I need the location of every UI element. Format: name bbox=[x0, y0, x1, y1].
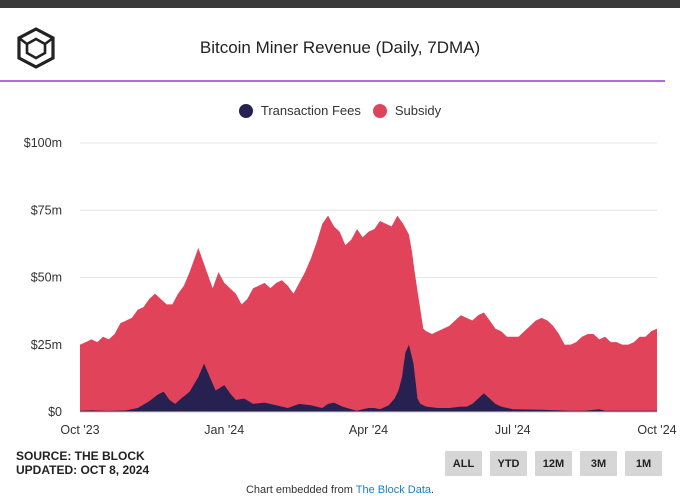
y-tick-label: $100m bbox=[24, 136, 62, 150]
legend-label-transaction-fees: Transaction Fees bbox=[260, 103, 361, 118]
y-tick-label: $25m bbox=[31, 338, 62, 352]
top-bar bbox=[0, 0, 680, 8]
subsidy-area bbox=[80, 215, 657, 412]
range-button-ytd[interactable]: YTD bbox=[490, 451, 527, 476]
range-buttons: ALL YTD 12M 3M 1M bbox=[445, 451, 662, 476]
chart-header: Bitcoin Miner Revenue (Daily, 7DMA) bbox=[0, 8, 665, 82]
source-label: SOURCE: THE BLOCK bbox=[16, 449, 145, 463]
transaction-fees-area bbox=[80, 344, 657, 412]
range-button-12m[interactable]: 12M bbox=[535, 451, 572, 476]
range-button-1m[interactable]: 1M bbox=[625, 451, 662, 476]
embed-note: Chart embedded from The Block Data. bbox=[0, 484, 680, 496]
y-tick-label: $75m bbox=[31, 203, 62, 217]
updated-label: UPDATED: OCT 8, 2024 bbox=[16, 463, 150, 477]
range-button-all[interactable]: ALL bbox=[445, 451, 482, 476]
legend-item-subsidy[interactable]: Subsidy bbox=[372, 103, 442, 118]
chart-title: Bitcoin Miner Revenue (Daily, 7DMA) bbox=[199, 38, 481, 57]
the-block-data-link[interactable]: The Block Data bbox=[355, 484, 431, 496]
range-button-3m[interactable]: 3M bbox=[580, 451, 617, 476]
chart-legend: Transaction Fees Subsidy bbox=[0, 103, 680, 118]
x-tick-label: Oct '24 bbox=[637, 423, 676, 437]
legend-dot-subsidy bbox=[372, 103, 387, 118]
x-tick-label: Jul '24 bbox=[495, 423, 531, 437]
legend-dot-transaction-fees bbox=[238, 103, 253, 118]
x-tick-label: Oct '23 bbox=[60, 423, 99, 437]
x-tick-label: Jan '24 bbox=[204, 423, 244, 437]
embed-prefix: Chart embedded from bbox=[245, 484, 356, 496]
the-block-cube-icon bbox=[17, 27, 55, 69]
embed-suffix: . bbox=[431, 484, 435, 496]
source-info: SOURCE: THE BLOCK UPDATED: OCT 8, 2024 bbox=[16, 449, 149, 477]
legend-label-subsidy: Subsidy bbox=[394, 103, 442, 118]
y-tick-label: $0 bbox=[48, 405, 62, 419]
x-tick-label: Apr '24 bbox=[349, 423, 388, 437]
y-tick-label: $50m bbox=[31, 271, 62, 285]
legend-item-transaction-fees[interactable]: Transaction Fees bbox=[238, 103, 361, 118]
